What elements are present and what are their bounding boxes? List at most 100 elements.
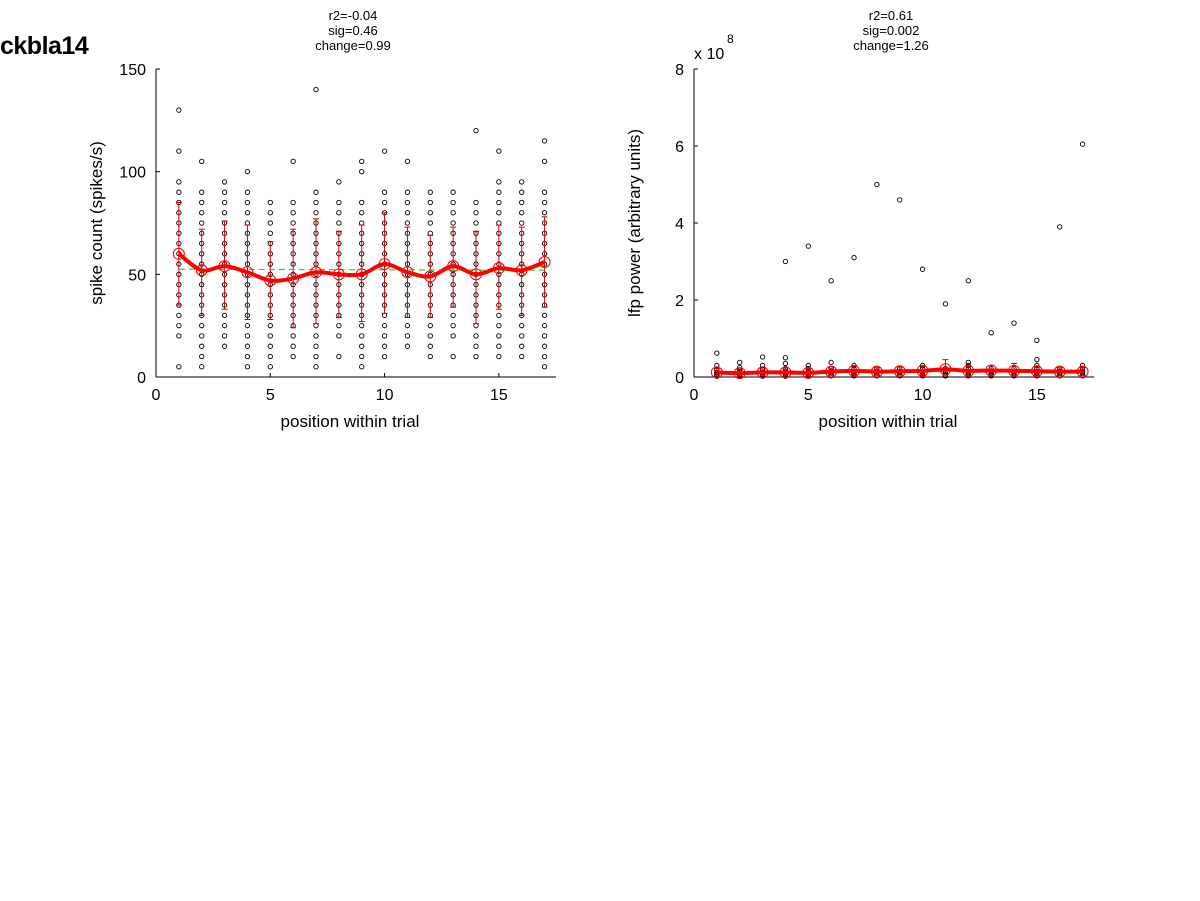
data-point xyxy=(359,158,365,165)
data-point xyxy=(541,353,548,360)
mean-marker xyxy=(172,247,185,260)
data-point xyxy=(759,354,766,360)
data-point xyxy=(359,220,365,226)
data-point xyxy=(965,359,971,366)
data-point xyxy=(541,323,548,329)
data-point xyxy=(1057,224,1063,230)
data-point xyxy=(313,333,319,339)
data-point xyxy=(381,343,388,349)
data-point xyxy=(336,323,342,329)
data-point xyxy=(359,323,365,329)
data-point xyxy=(473,127,479,134)
data-point xyxy=(313,364,319,370)
mean-marker xyxy=(802,366,815,379)
mean-marker xyxy=(1076,365,1089,378)
data-point xyxy=(450,333,456,339)
y-tick-label: 2 xyxy=(675,293,684,310)
mean-marker xyxy=(939,363,952,376)
y-tick-label: 150 xyxy=(119,62,146,79)
data-point xyxy=(199,199,205,206)
data-point xyxy=(942,301,949,307)
data-point xyxy=(988,330,994,336)
mean-marker xyxy=(195,264,208,277)
mean-marker xyxy=(515,264,528,277)
data-point xyxy=(496,333,502,339)
data-point xyxy=(221,333,228,339)
mean-marker xyxy=(264,274,277,287)
data-point xyxy=(176,312,182,319)
data-point xyxy=(404,333,411,339)
data-point xyxy=(427,210,433,216)
data-point xyxy=(290,199,296,206)
mean-line xyxy=(177,252,546,283)
data-point xyxy=(714,350,720,356)
data-point xyxy=(221,179,228,185)
x-tick-label: 10 xyxy=(914,387,932,404)
data-point xyxy=(450,312,456,319)
data-point xyxy=(176,364,182,370)
mean-marker xyxy=(287,272,300,285)
data-point xyxy=(336,353,342,360)
data-point xyxy=(176,148,182,154)
data-point xyxy=(290,343,296,349)
data-point xyxy=(1034,357,1040,363)
data-point xyxy=(290,353,296,360)
data-point xyxy=(1079,362,1086,369)
stats-line-1: sig=0.002 xyxy=(863,23,920,38)
data-point xyxy=(519,189,525,195)
data-point xyxy=(541,343,548,349)
data-point xyxy=(313,210,319,216)
data-point xyxy=(828,278,834,284)
data-point xyxy=(267,343,273,349)
data-point xyxy=(244,343,251,349)
data-point xyxy=(221,189,228,195)
data-point xyxy=(313,343,319,349)
data-point xyxy=(267,220,273,226)
data-point xyxy=(473,210,479,216)
data-point xyxy=(221,343,228,349)
data-point xyxy=(199,353,205,360)
y-tick-label: 50 xyxy=(128,267,146,284)
data-point xyxy=(427,220,433,226)
data-point xyxy=(828,359,834,366)
data-point xyxy=(313,199,319,206)
data-point xyxy=(359,199,365,206)
data-point xyxy=(176,179,182,185)
x-tick-label: 5 xyxy=(266,387,275,404)
data-point xyxy=(427,230,433,236)
data-point xyxy=(199,333,205,339)
mean-marker xyxy=(893,365,906,378)
data-point xyxy=(519,220,525,226)
data-point xyxy=(427,333,433,339)
exponent-power: 8 xyxy=(727,32,734,46)
data-point xyxy=(336,179,342,185)
data-point xyxy=(541,364,548,370)
mean-marker xyxy=(218,260,231,273)
data-point xyxy=(541,158,548,165)
data-point xyxy=(336,333,342,339)
data-point xyxy=(290,210,296,216)
data-point xyxy=(404,323,411,329)
data-point xyxy=(404,158,411,165)
data-point xyxy=(336,199,342,206)
data-point xyxy=(221,323,228,329)
data-point xyxy=(381,189,388,195)
data-point xyxy=(496,210,502,216)
data-point xyxy=(313,353,319,360)
data-point xyxy=(404,210,411,216)
mean-marker xyxy=(470,268,482,281)
data-point xyxy=(541,189,548,195)
data-point xyxy=(450,323,456,329)
data-point xyxy=(381,148,388,154)
data-point xyxy=(267,323,273,329)
data-point xyxy=(759,362,766,369)
data-point xyxy=(450,189,456,195)
data-point xyxy=(714,362,720,369)
data-point xyxy=(176,189,182,195)
data-point xyxy=(782,355,789,361)
mean-marker xyxy=(1030,365,1043,378)
data-point xyxy=(267,353,273,360)
data-point xyxy=(244,189,251,195)
